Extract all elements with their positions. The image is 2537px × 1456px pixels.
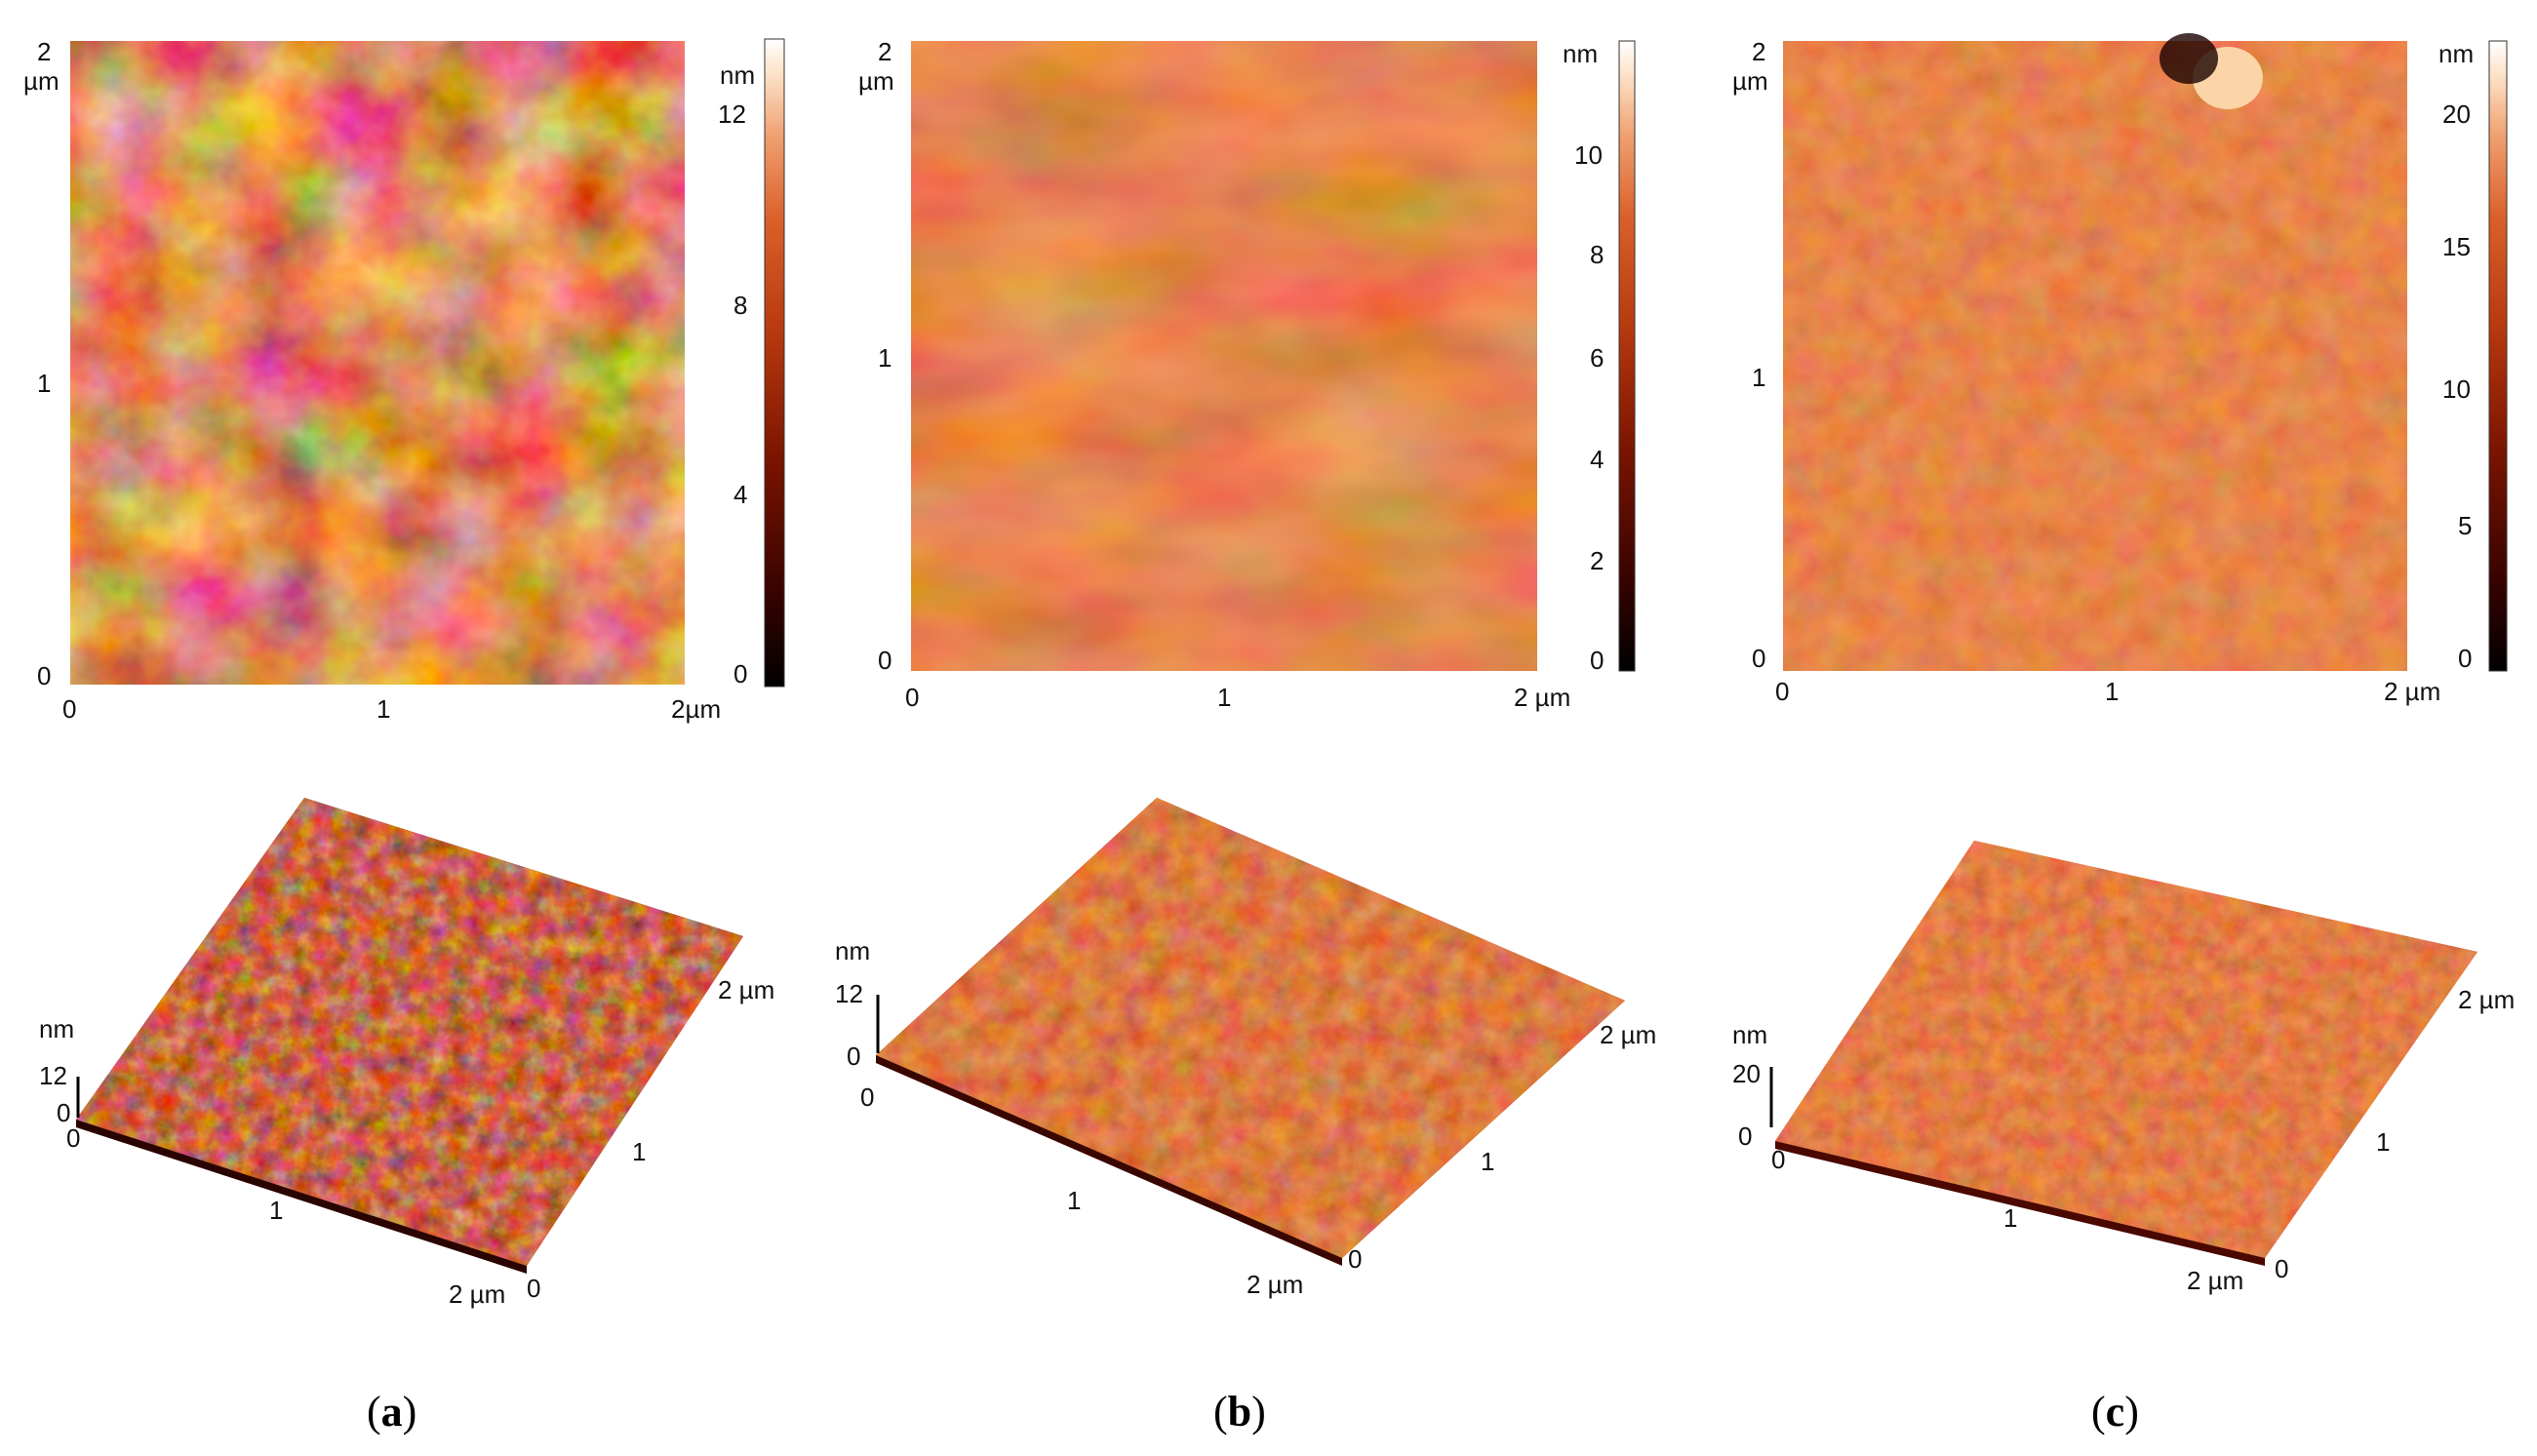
y-tick-bottom: 0 [1752, 644, 1765, 673]
colorbar-tick: 0 [2458, 644, 2472, 673]
panel-b: 2 µm 1 0 0 1 2 µm nm 10 8 6 4 2 0 nm 12 … [835, 37, 1656, 1436]
surface-3d-b [876, 798, 1625, 1266]
surface-3d-a [76, 798, 743, 1274]
front-axis-end: 2 µm [1247, 1270, 1303, 1299]
colorbar-tick: 5 [2458, 511, 2472, 540]
colorbar-c: nm 20 15 10 5 0 [2438, 39, 2508, 673]
x-tick-left: 0 [62, 694, 76, 724]
corner-zero: 0 [2275, 1254, 2288, 1283]
x-tick-right: 2 µm [1514, 683, 1570, 712]
z-axis-unit: nm [1732, 1020, 1767, 1049]
right-axis-end: 2 µm [2458, 985, 2515, 1014]
y-tick-top: 2 [1752, 37, 1765, 66]
x-tick-mid: 1 [1217, 683, 1231, 712]
colorbar-tick: 6 [1590, 343, 1604, 373]
x-tick-left: 0 [905, 683, 919, 712]
y-axis-unit: µm [23, 66, 59, 96]
colorbar-a: nm 12 8 4 0 [718, 38, 785, 689]
panel-caption: (c) [2091, 1388, 2139, 1436]
z-tick-top: 12 [39, 1061, 67, 1090]
x-tick-left: 0 [1775, 677, 1789, 706]
corner-zero: 0 [1348, 1244, 1362, 1274]
right-axis-mid: 1 [1481, 1147, 1494, 1176]
z-tick-top: 20 [1732, 1059, 1761, 1088]
height-map-2d-b [911, 41, 1537, 671]
y-tick-mid: 1 [878, 343, 892, 373]
right-axis-end: 2 µm [718, 975, 774, 1004]
y-tick-mid: 1 [1752, 363, 1765, 392]
x-tick-mid: 1 [2105, 677, 2119, 706]
y-axis-unit: µm [858, 66, 894, 96]
z-axis-unit: nm [39, 1014, 74, 1043]
colorbar-tick: 12 [718, 99, 746, 129]
colorbar-b: nm 10 8 6 4 2 0 [1563, 39, 1636, 675]
panel-c: 2 µm 1 0 0 1 2 µm nm 20 15 10 5 0 nm 20 … [1732, 33, 2515, 1436]
front-axis-end: 2 µm [2187, 1266, 2243, 1295]
colorbar-unit: nm [2438, 39, 2474, 68]
colorbar-tick: 20 [2442, 99, 2471, 129]
front-axis-mid: 1 [1067, 1186, 1081, 1215]
y-axis-unit: µm [1732, 66, 1768, 96]
z-tick-bottom: 0 [57, 1098, 70, 1127]
right-axis-mid: 1 [632, 1137, 646, 1166]
axis-origin: 0 [66, 1123, 80, 1153]
colorbar-tick: 4 [733, 480, 747, 509]
surface-particle [2160, 33, 2218, 84]
colorbar-tick: 0 [733, 659, 747, 689]
panel-caption: (b) [1213, 1388, 1266, 1436]
front-axis-end: 2 µm [449, 1279, 505, 1309]
z-axis-unit: nm [835, 936, 870, 965]
height-map-2d-c [1783, 33, 2407, 671]
y-tick-bottom: 0 [37, 661, 51, 690]
axis-origin: 0 [1771, 1145, 1785, 1174]
y-tick-bottom: 0 [878, 646, 892, 675]
colorbar-tick: 15 [2442, 232, 2471, 261]
colorbar-tick: 10 [2442, 374, 2471, 404]
surface-3d-c [1775, 841, 2478, 1266]
right-axis-end: 2 µm [1600, 1020, 1656, 1049]
colorbar-unit: nm [720, 60, 755, 90]
panel-caption: (a) [367, 1388, 416, 1436]
colorbar-tick: 8 [733, 291, 747, 320]
colorbar-unit: nm [1563, 39, 1598, 68]
colorbar-tick: 0 [1590, 646, 1604, 675]
x-tick-mid: 1 [377, 694, 390, 724]
front-axis-mid: 1 [2003, 1203, 2017, 1233]
z-tick-top: 12 [835, 979, 863, 1008]
panel-a: 2 µm 1 0 0 1 2µm nm 12 8 4 0 nm 12 0 0 1… [23, 37, 785, 1436]
colorbar-tick: 2 [1590, 546, 1604, 575]
axis-origin: 0 [860, 1082, 874, 1112]
y-tick-top: 2 [878, 37, 892, 66]
z-tick-bottom: 0 [847, 1042, 860, 1071]
corner-zero: 0 [527, 1274, 540, 1303]
colorbar-tick: 4 [1590, 445, 1604, 474]
colorbar-tick: 8 [1590, 240, 1604, 269]
z-tick-bottom: 0 [1738, 1122, 1752, 1151]
y-tick-top: 2 [37, 37, 51, 66]
height-map-2d-a [70, 41, 685, 685]
colorbar-tick: 10 [1574, 140, 1603, 170]
right-axis-mid: 1 [2376, 1127, 2390, 1157]
x-tick-right: 2 µm [2384, 677, 2440, 706]
y-tick-mid: 1 [37, 369, 51, 398]
x-tick-right: 2µm [671, 694, 721, 724]
front-axis-mid: 1 [269, 1196, 283, 1225]
